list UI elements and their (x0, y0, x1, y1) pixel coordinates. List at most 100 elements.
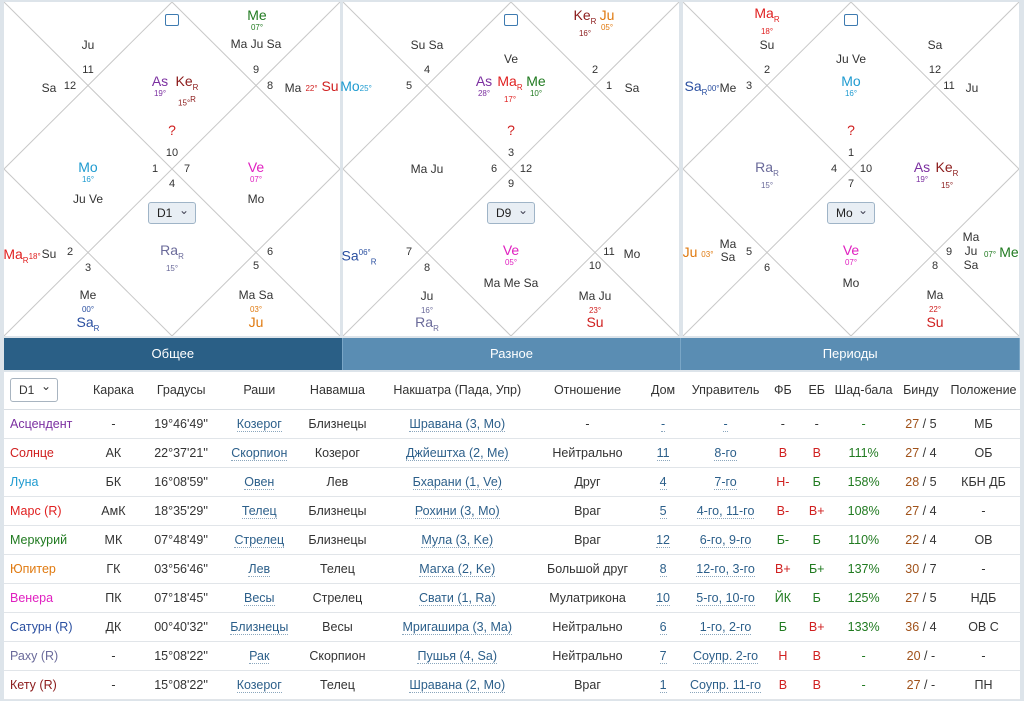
planet-label: KeR 15°R (175, 73, 199, 108)
tab-misc[interactable]: Разное (342, 338, 682, 370)
rashi-value[interactable]: Козерог (236, 677, 282, 693)
table-cell: ДК (87, 612, 140, 642)
table-cell: Телец (222, 496, 296, 526)
upr-value[interactable]: 12-го, 3-го (696, 561, 755, 577)
upr-value[interactable]: - (723, 416, 728, 432)
table-chart-select[interactable]: D1 (10, 378, 58, 403)
table-cell: Бхарани (1, Ve) (379, 467, 536, 497)
house-number: 5 (252, 260, 260, 272)
planet-label: RaR 15° (755, 159, 779, 190)
upr-value[interactable]: 8-го (714, 445, 737, 461)
dom-value[interactable]: 5 (659, 503, 667, 519)
planet-label: Ju 05° (599, 7, 615, 33)
deg-value: 15°08'22'' (154, 648, 209, 663)
nak-value[interactable]: Мула (3, Ke) (421, 532, 494, 548)
dom-value[interactable]: 10 (656, 590, 670, 606)
dom-value[interactable]: 12 (656, 532, 670, 548)
nak-value[interactable]: Пушья (4, Sa) (417, 648, 498, 664)
house-number: 8 (931, 260, 939, 272)
upr-value[interactable]: 4-го, 11-го (696, 503, 755, 519)
planet-group: Ju (965, 81, 979, 95)
nak-value[interactable]: Свати (1, Ra) (418, 590, 496, 606)
planet-label: Ve 07° (842, 242, 860, 268)
upr-value[interactable]: Соупр. 2-го (693, 648, 759, 664)
bindu-cell: 27 / 5 (894, 583, 947, 613)
planet-name: Луна (10, 474, 39, 489)
dom-value[interactable]: 6 (659, 619, 667, 635)
house-toggle-icon[interactable] (504, 14, 518, 26)
nak-value[interactable]: Бхарани (1, Ve) (412, 474, 502, 490)
nak-value[interactable]: Шравана (2, Mo) (409, 677, 506, 693)
house-number: 3 (507, 147, 515, 159)
tabs-bar: Общее Разное Периоды (4, 338, 1021, 370)
table-cell: 110% (832, 525, 895, 555)
upr-value[interactable]: 6-го, 9-го (699, 532, 752, 548)
table-cell: Близнецы (222, 612, 296, 642)
table-cell: 158% (832, 467, 895, 497)
planet-label: Me (999, 244, 1019, 260)
karaka-value: АмК (101, 503, 126, 518)
chart-type-select[interactable]: Mo (827, 202, 875, 224)
table-cell: 7-го (686, 467, 765, 497)
dom-value[interactable]: 7 (659, 648, 667, 664)
table-cell: - (832, 670, 895, 700)
nak-value[interactable]: Рохини (3, Mo) (414, 503, 500, 519)
rashi-value[interactable]: Рак (249, 648, 270, 664)
planet-label: 22° Su (305, 78, 339, 94)
planet-group: Su Sa (410, 38, 444, 52)
table-cell: 4 (639, 467, 687, 497)
planet-group: Me (719, 81, 737, 95)
planet-label: MaR18° (3, 246, 41, 265)
rashi-value[interactable]: Стрелец (234, 532, 285, 548)
dom-value[interactable]: - (660, 416, 666, 432)
upr-value[interactable]: 7-го (714, 474, 737, 490)
dom-value[interactable]: 8 (659, 561, 667, 577)
upr-value[interactable]: Соупр. 11-го (690, 677, 762, 693)
table-cell: КБН ДБ (946, 467, 1020, 497)
nak-value[interactable]: Джйештха (2, Me) (405, 445, 509, 461)
nak-value[interactable]: Магха (2, Ke) (419, 561, 496, 577)
upr-value[interactable]: 1-го, 2-го (699, 619, 752, 635)
nak-value[interactable]: Мригашира (3, Ma) (402, 619, 513, 635)
house-toggle-icon[interactable] (844, 14, 858, 26)
planet-degree: 22° (928, 305, 942, 314)
chart-type-select[interactable]: D9 (487, 202, 535, 224)
rashi-value[interactable]: Скорпион (231, 445, 288, 461)
house-toggle-icon[interactable] (165, 14, 179, 26)
tab-general[interactable]: Общее (4, 338, 343, 370)
dom-value[interactable]: 11 (656, 445, 670, 461)
bindu-value: 27 (905, 416, 920, 431)
rashi-value[interactable]: Козерог (236, 416, 282, 432)
rashi-value[interactable]: Овен (244, 474, 275, 490)
chart-type-select[interactable]: D1 (148, 202, 196, 224)
table-cell: Большой друг (535, 554, 640, 584)
rashi-value[interactable]: Лев (248, 561, 271, 577)
dom-value[interactable]: 1 (659, 677, 667, 693)
bindu-value: 27 (905, 503, 920, 518)
shad-value: 111% (848, 445, 879, 460)
table-cell: Телец (295, 670, 380, 700)
rashi-value[interactable]: Близнецы (230, 619, 289, 635)
fb-value: В (778, 445, 788, 460)
house-number: 11 (943, 80, 955, 92)
upr-value[interactable]: 5-го, 10-го (696, 590, 755, 606)
nak-value[interactable]: Шравана (3, Mo) (409, 416, 506, 432)
table-row: Меркурий МК 07°48'49'' Стрелец Близнецы Мула … (4, 525, 1020, 555)
table-cell: 8 (639, 554, 687, 584)
tab-periods[interactable]: Периоды (681, 338, 1021, 370)
bindu-value: 27 (906, 677, 921, 692)
rel-value: Друг (574, 474, 601, 489)
table-cell: 00°40'32'' (139, 612, 223, 642)
table-cell: 1-го, 2-го (686, 612, 765, 642)
deg-value: 07°48'49'' (154, 532, 209, 547)
table-cell: Б (764, 612, 802, 642)
rashi-value[interactable]: Телец (241, 503, 277, 519)
table-cell: Свати (1, Ra) (379, 583, 536, 613)
planet-group: Mo (623, 247, 641, 261)
table-cell: - (535, 409, 640, 439)
dom-value[interactable]: 4 (659, 474, 667, 490)
rashi-value[interactable]: Весы (244, 590, 275, 606)
pol-value: ОБ (974, 445, 993, 460)
